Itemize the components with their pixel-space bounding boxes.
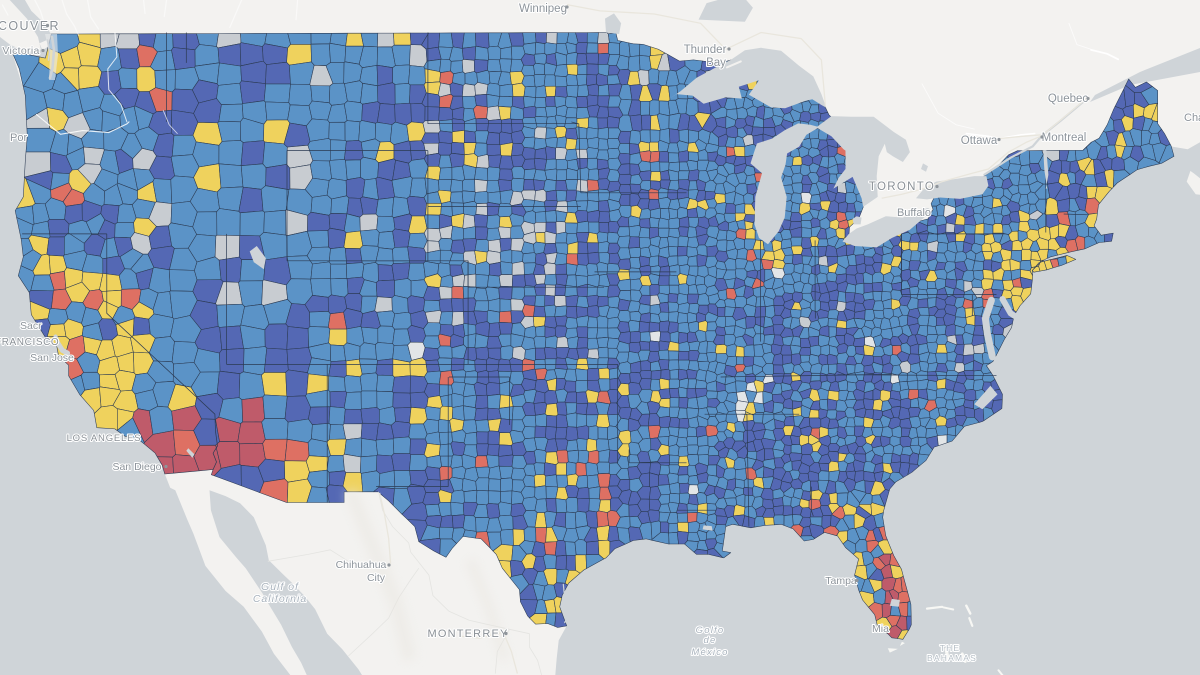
- svg-text:Montreal: Montreal: [1042, 132, 1087, 144]
- svg-text:Victoria: Victoria: [2, 45, 39, 57]
- svg-text:Por: Por: [10, 132, 27, 144]
- svg-text:BAHAMAS: BAHAMAS: [927, 653, 977, 663]
- svg-text:Char: Char: [1184, 112, 1200, 124]
- svg-text:COUVER: COUVER: [0, 19, 60, 33]
- svg-text:City: City: [367, 572, 386, 584]
- svg-text:California: California: [253, 593, 307, 605]
- svg-text:San Jose: San Jose: [30, 352, 74, 364]
- svg-text:de: de: [704, 635, 717, 646]
- svg-text:Chihuahua: Chihuahua: [336, 559, 387, 571]
- svg-text:Mia: Mia: [872, 623, 889, 635]
- svg-text:LOS ANGELES: LOS ANGELES: [67, 433, 142, 444]
- svg-text:Tampa: Tampa: [825, 575, 857, 587]
- svg-text:MONTERREY: MONTERREY: [427, 628, 508, 640]
- svg-text:TORONTO: TORONTO: [869, 181, 935, 193]
- svg-text:Bay: Bay: [706, 57, 726, 69]
- svg-text:Winnipeg: Winnipeg: [519, 3, 567, 15]
- svg-text:Golfo: Golfo: [696, 625, 725, 636]
- svg-text:THE: THE: [940, 643, 961, 653]
- svg-text:Thunder: Thunder: [684, 44, 727, 56]
- svg-text:FRANCISCO: FRANCISCO: [0, 337, 59, 348]
- svg-text:Ottawa: Ottawa: [961, 135, 998, 147]
- svg-text:México: México: [691, 647, 728, 658]
- svg-text:Buffalo: Buffalo: [897, 207, 931, 219]
- svg-text:Sacr: Sacr: [20, 320, 42, 332]
- svg-text:Gulf of: Gulf of: [261, 581, 299, 593]
- svg-text:San Diego: San Diego: [112, 461, 161, 473]
- svg-text:Quebec: Quebec: [1048, 93, 1089, 105]
